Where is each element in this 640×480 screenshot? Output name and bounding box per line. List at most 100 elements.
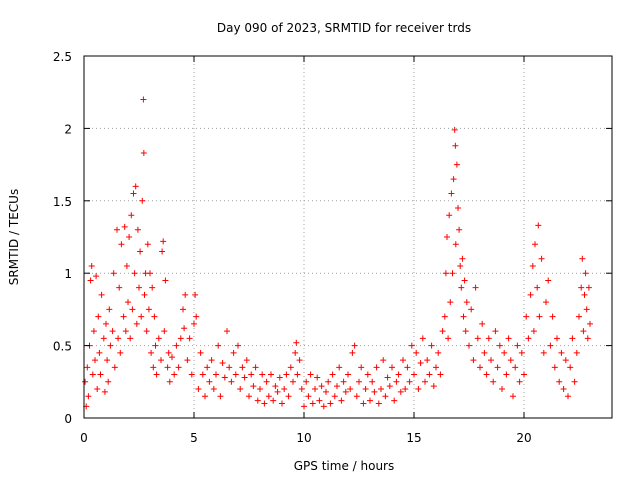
data-point <box>188 371 195 378</box>
data-point <box>459 255 466 262</box>
data-point <box>448 190 455 197</box>
data-point <box>148 349 155 356</box>
data-point <box>534 284 541 291</box>
data-point <box>128 212 135 219</box>
data-point <box>453 161 460 168</box>
data-point <box>143 328 150 335</box>
data-point <box>259 371 266 378</box>
data-point <box>144 241 151 248</box>
data-point <box>137 248 144 255</box>
data-point <box>246 393 252 400</box>
data-point <box>127 335 134 342</box>
data-point <box>305 393 312 400</box>
data-point <box>125 299 131 306</box>
data-point <box>235 342 241 349</box>
data-point <box>408 342 415 349</box>
data-point <box>136 284 142 291</box>
data-point <box>444 234 450 240</box>
data-point <box>578 284 585 291</box>
data-point <box>117 349 124 356</box>
data-point <box>560 386 567 393</box>
data-point <box>265 393 272 400</box>
data-point <box>582 270 589 277</box>
data-point <box>129 306 136 313</box>
data-point <box>516 378 523 385</box>
data-point <box>384 374 391 381</box>
data-point <box>290 378 296 385</box>
data-point <box>449 270 456 277</box>
data-point <box>413 349 420 356</box>
data-point <box>456 226 463 233</box>
data-point <box>181 325 188 332</box>
data-point <box>140 96 147 103</box>
data-point <box>419 335 426 342</box>
data-point <box>514 342 521 349</box>
data-point <box>241 374 248 381</box>
data-point <box>169 354 175 361</box>
data-point <box>228 378 235 385</box>
data-point <box>391 397 398 404</box>
data-point <box>426 371 433 378</box>
data-point <box>164 364 171 371</box>
data-point <box>293 339 300 346</box>
data-point <box>529 262 536 269</box>
data-point <box>325 378 332 385</box>
data-point <box>165 349 172 356</box>
data-point <box>84 364 91 371</box>
data-point <box>535 222 542 229</box>
x-tick-label: 15 <box>406 431 421 445</box>
data-point <box>466 342 472 349</box>
data-point <box>145 306 152 313</box>
data-point <box>579 255 586 262</box>
data-point <box>583 306 590 313</box>
data-point <box>386 383 393 390</box>
y-tick-label: 0 <box>64 412 72 426</box>
data-point <box>400 357 406 364</box>
plot-frame <box>83 55 613 419</box>
data-point <box>123 262 130 269</box>
y-axis-label: SRMTID / TECUs <box>7 189 21 285</box>
data-point <box>109 328 116 335</box>
data-point <box>166 378 173 385</box>
data-point <box>358 364 365 371</box>
data-point <box>373 364 380 371</box>
data-point <box>462 328 469 335</box>
data-point <box>132 183 139 190</box>
data-point <box>303 378 310 385</box>
data-point <box>336 364 343 371</box>
data-point <box>116 284 123 291</box>
data-point <box>316 397 323 404</box>
data-point <box>110 270 117 277</box>
y-tick-label: 1.5 <box>53 195 72 209</box>
data-point <box>206 378 213 385</box>
data-point <box>215 342 222 349</box>
data-point <box>173 342 180 349</box>
data-point <box>193 313 200 320</box>
data-point <box>351 342 358 349</box>
data-points <box>82 96 593 410</box>
data-point <box>285 393 292 400</box>
data-point <box>177 335 184 342</box>
data-point <box>155 335 162 342</box>
data-point <box>527 291 534 298</box>
data-point <box>439 328 446 335</box>
data-point <box>451 126 458 133</box>
data-point <box>318 383 325 390</box>
data-point <box>457 262 464 269</box>
data-point <box>450 176 457 183</box>
data-point <box>327 400 334 407</box>
data-point <box>458 284 465 291</box>
data-point <box>199 371 206 378</box>
x-tick-label: 20 <box>516 431 531 445</box>
chart-title: Day 090 of 2023, SRMTID for receiver trd… <box>217 21 471 35</box>
data-point <box>126 234 133 240</box>
data-point <box>441 313 448 320</box>
data-point <box>151 313 158 320</box>
data-point <box>103 320 109 327</box>
data-point <box>248 371 255 378</box>
data-point <box>140 150 147 157</box>
data-point <box>152 342 159 349</box>
data-point <box>551 364 558 371</box>
data-point <box>186 335 193 342</box>
x-tick-label: 5 <box>190 431 198 445</box>
